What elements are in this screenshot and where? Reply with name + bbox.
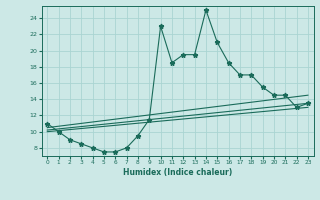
- X-axis label: Humidex (Indice chaleur): Humidex (Indice chaleur): [123, 168, 232, 177]
